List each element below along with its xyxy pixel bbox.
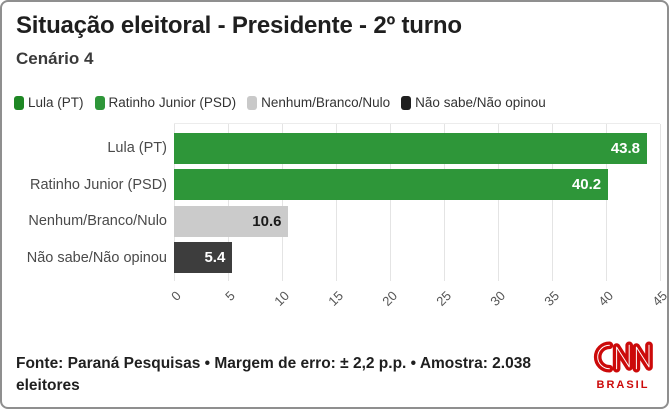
category-label: Nenhum/Branco/Nulo: [28, 213, 167, 230]
bar-row: Não sabe/Não opinou 5.4: [14, 240, 660, 277]
bar-track: 5.4: [174, 242, 660, 274]
gridline: [174, 124, 175, 281]
bar: 40.2: [174, 169, 609, 201]
category-label: Lula (PT): [107, 140, 167, 157]
gridline: [282, 124, 283, 281]
bar-row: Nenhum/Branco/Nulo 10.6: [14, 203, 660, 240]
value-label: 10.6: [252, 212, 282, 230]
gridline: [606, 124, 607, 281]
legend-item: Ratinho Junior (PSD): [94, 95, 237, 110]
bar-row: Ratinho Junior (PSD) 40.2: [14, 167, 660, 204]
plot-gridlines: [174, 123, 661, 281]
page-title: Situação eleitoral - Presidente - 2º tur…: [16, 12, 462, 39]
cnn-brasil-logo: BRASIL: [586, 339, 658, 391]
bar: 5.4: [174, 242, 233, 274]
legend: Lula (PT) Ratinho Junior (PSD) Nenhum/Bran…: [14, 95, 546, 110]
bar: 43.8: [174, 132, 648, 164]
value-label: 43.8: [610, 139, 641, 157]
gridline: [497, 124, 499, 281]
bar-chart: Lula (PT) 43.8 Ratinho Junior (PSD) 40.2 Nen…: [14, 130, 660, 276]
bar-row: Lula (PT) 43.8: [14, 130, 660, 167]
legend-item: Nenhum/Branco/Nulo: [247, 95, 390, 110]
bar-track: 10.6: [174, 205, 660, 237]
category-label: Ratinho Junior (PSD): [30, 176, 167, 193]
bar-track: 43.8: [174, 132, 660, 164]
value-label: 40.2: [571, 176, 602, 194]
gridline: [660, 124, 661, 281]
legend-swatch: [247, 95, 258, 110]
category-label: Não sabe/Não opinou: [26, 249, 167, 266]
gridline: [444, 124, 445, 281]
legend-label: Ratinho Junior (PSD): [108, 95, 237, 110]
bar-track: 40.2: [174, 169, 660, 201]
legend-label: Nenhum/Branco/Nulo: [261, 95, 391, 110]
legend-label: Lula (PT): [28, 95, 84, 110]
legend-swatch: [401, 95, 412, 110]
legend-item: Lula (PT): [14, 95, 84, 110]
gridline: [228, 124, 229, 281]
gridline: [335, 124, 337, 281]
gridline: [390, 124, 391, 281]
legend-swatch: [94, 95, 105, 110]
cnn-logo-icon: [593, 341, 653, 373]
gridline: [552, 124, 553, 281]
value-label: 5.4: [204, 249, 226, 267]
logo-subtext: BRASIL: [596, 379, 650, 391]
legend-item: Não sabe/Não opinou: [401, 95, 546, 110]
legend-label: Não sabe/Não opinou: [415, 95, 546, 110]
source-note: Fonte: Paraná Pesquisas • Margem de erro…: [16, 355, 531, 394]
bar: 10.6: [174, 205, 289, 237]
legend-swatch: [14, 95, 24, 110]
page-subtitle: Cenário 4: [16, 49, 94, 68]
x-axis: 0 5 10 15 20 25 30 35 40 45: [167, 288, 669, 309]
